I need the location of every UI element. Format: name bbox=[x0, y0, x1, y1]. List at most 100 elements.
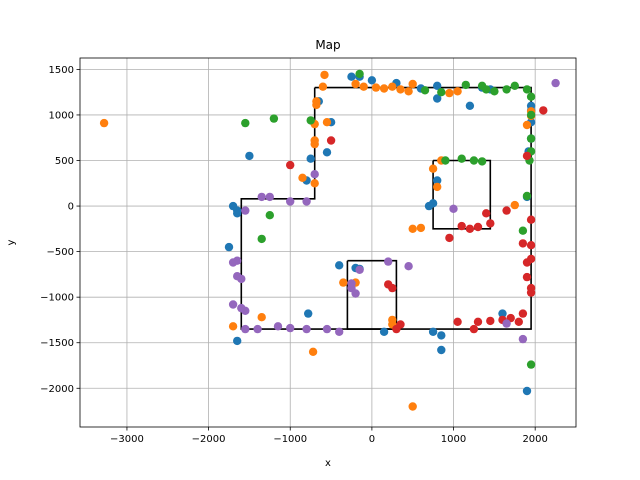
data-point bbox=[308, 347, 318, 356]
y-tick-label: 0 bbox=[68, 202, 74, 213]
data-point bbox=[384, 257, 393, 266]
data-point bbox=[522, 85, 532, 94]
data-point bbox=[388, 82, 397, 91]
data-point bbox=[302, 324, 311, 334]
data-point bbox=[245, 151, 254, 161]
data-point bbox=[522, 120, 532, 130]
scatter-points bbox=[99, 69, 560, 411]
data-point bbox=[286, 323, 295, 333]
data-point bbox=[367, 76, 377, 85]
data-point bbox=[510, 81, 519, 91]
data-point bbox=[522, 386, 532, 396]
x-tick-label: −2000 bbox=[192, 434, 226, 445]
data-point bbox=[482, 209, 491, 218]
data-point bbox=[461, 80, 470, 90]
data-point bbox=[408, 224, 417, 233]
data-point bbox=[320, 70, 329, 80]
data-point bbox=[224, 242, 234, 252]
data-point bbox=[404, 87, 413, 96]
data-point bbox=[228, 258, 238, 267]
data-point bbox=[416, 223, 426, 233]
data-point bbox=[396, 85, 405, 94]
data-point bbox=[310, 179, 319, 188]
data-point bbox=[404, 262, 413, 271]
y-tick-label: −2000 bbox=[40, 384, 74, 395]
data-point bbox=[420, 86, 430, 95]
plot-area bbox=[80, 58, 576, 427]
data-point bbox=[322, 118, 332, 127]
data-point bbox=[241, 206, 250, 215]
data-point bbox=[347, 72, 356, 81]
data-point bbox=[253, 324, 262, 334]
data-point bbox=[351, 79, 360, 89]
x-axis: −3000 −2000 −1000 0 1000 2000 bbox=[110, 427, 548, 445]
data-point bbox=[437, 88, 446, 97]
data-point bbox=[457, 221, 466, 231]
data-point bbox=[522, 272, 532, 282]
data-point bbox=[326, 136, 336, 145]
data-point bbox=[273, 322, 283, 331]
data-point bbox=[445, 233, 454, 243]
data-point bbox=[449, 204, 458, 213]
data-point bbox=[408, 79, 417, 89]
data-point bbox=[428, 327, 438, 336]
x-axis-label: x bbox=[325, 458, 331, 469]
data-point bbox=[257, 234, 266, 244]
data-point bbox=[526, 134, 536, 143]
data-point bbox=[241, 324, 250, 334]
data-point bbox=[310, 170, 319, 179]
y-axis: −2000 −1500 −1000 −500 0 500 1000 1500 bbox=[40, 65, 80, 395]
data-point bbox=[473, 222, 483, 232]
y-tick-label: 1500 bbox=[49, 65, 74, 76]
data-point bbox=[526, 92, 536, 101]
data-point bbox=[233, 336, 242, 346]
data-point bbox=[257, 313, 266, 322]
data-point bbox=[424, 201, 434, 211]
data-point bbox=[306, 116, 315, 125]
y-tick-label: −1000 bbox=[40, 293, 74, 304]
data-point bbox=[237, 274, 246, 284]
data-point bbox=[469, 324, 479, 334]
data-point bbox=[518, 309, 528, 318]
point-series-4 bbox=[286, 106, 548, 334]
y-axis-label: y bbox=[6, 239, 17, 245]
data-point bbox=[379, 327, 389, 336]
data-point bbox=[428, 164, 438, 173]
data-point bbox=[257, 192, 266, 202]
x-tick-label: 0 bbox=[369, 434, 375, 445]
data-point bbox=[457, 154, 466, 163]
data-point bbox=[298, 173, 307, 182]
data-point bbox=[486, 316, 495, 326]
data-point bbox=[322, 148, 332, 157]
data-point bbox=[355, 265, 364, 274]
y-tick-label: 500 bbox=[55, 156, 74, 167]
data-point bbox=[304, 309, 313, 318]
data-point bbox=[526, 360, 536, 369]
x-tick-label: −3000 bbox=[110, 434, 144, 445]
data-point bbox=[265, 192, 274, 202]
x-tick-label: 1000 bbox=[441, 434, 466, 445]
x-tick-label: 2000 bbox=[522, 434, 547, 445]
data-point bbox=[241, 118, 250, 128]
data-point bbox=[286, 160, 295, 170]
data-point bbox=[433, 81, 442, 91]
data-point bbox=[335, 261, 344, 270]
data-point bbox=[335, 327, 344, 336]
grid-lines bbox=[80, 58, 576, 427]
data-point bbox=[269, 114, 279, 123]
data-point bbox=[502, 319, 511, 328]
data-point bbox=[477, 157, 487, 166]
data-point bbox=[347, 279, 356, 288]
data-point bbox=[526, 288, 536, 297]
data-point bbox=[437, 331, 446, 340]
data-point bbox=[526, 110, 536, 120]
data-point bbox=[233, 209, 242, 218]
data-point bbox=[441, 156, 450, 165]
data-point bbox=[433, 176, 442, 185]
data-point bbox=[445, 88, 454, 98]
data-point bbox=[473, 317, 483, 326]
data-point bbox=[518, 334, 528, 344]
data-point bbox=[526, 254, 536, 264]
data-point bbox=[453, 87, 462, 96]
